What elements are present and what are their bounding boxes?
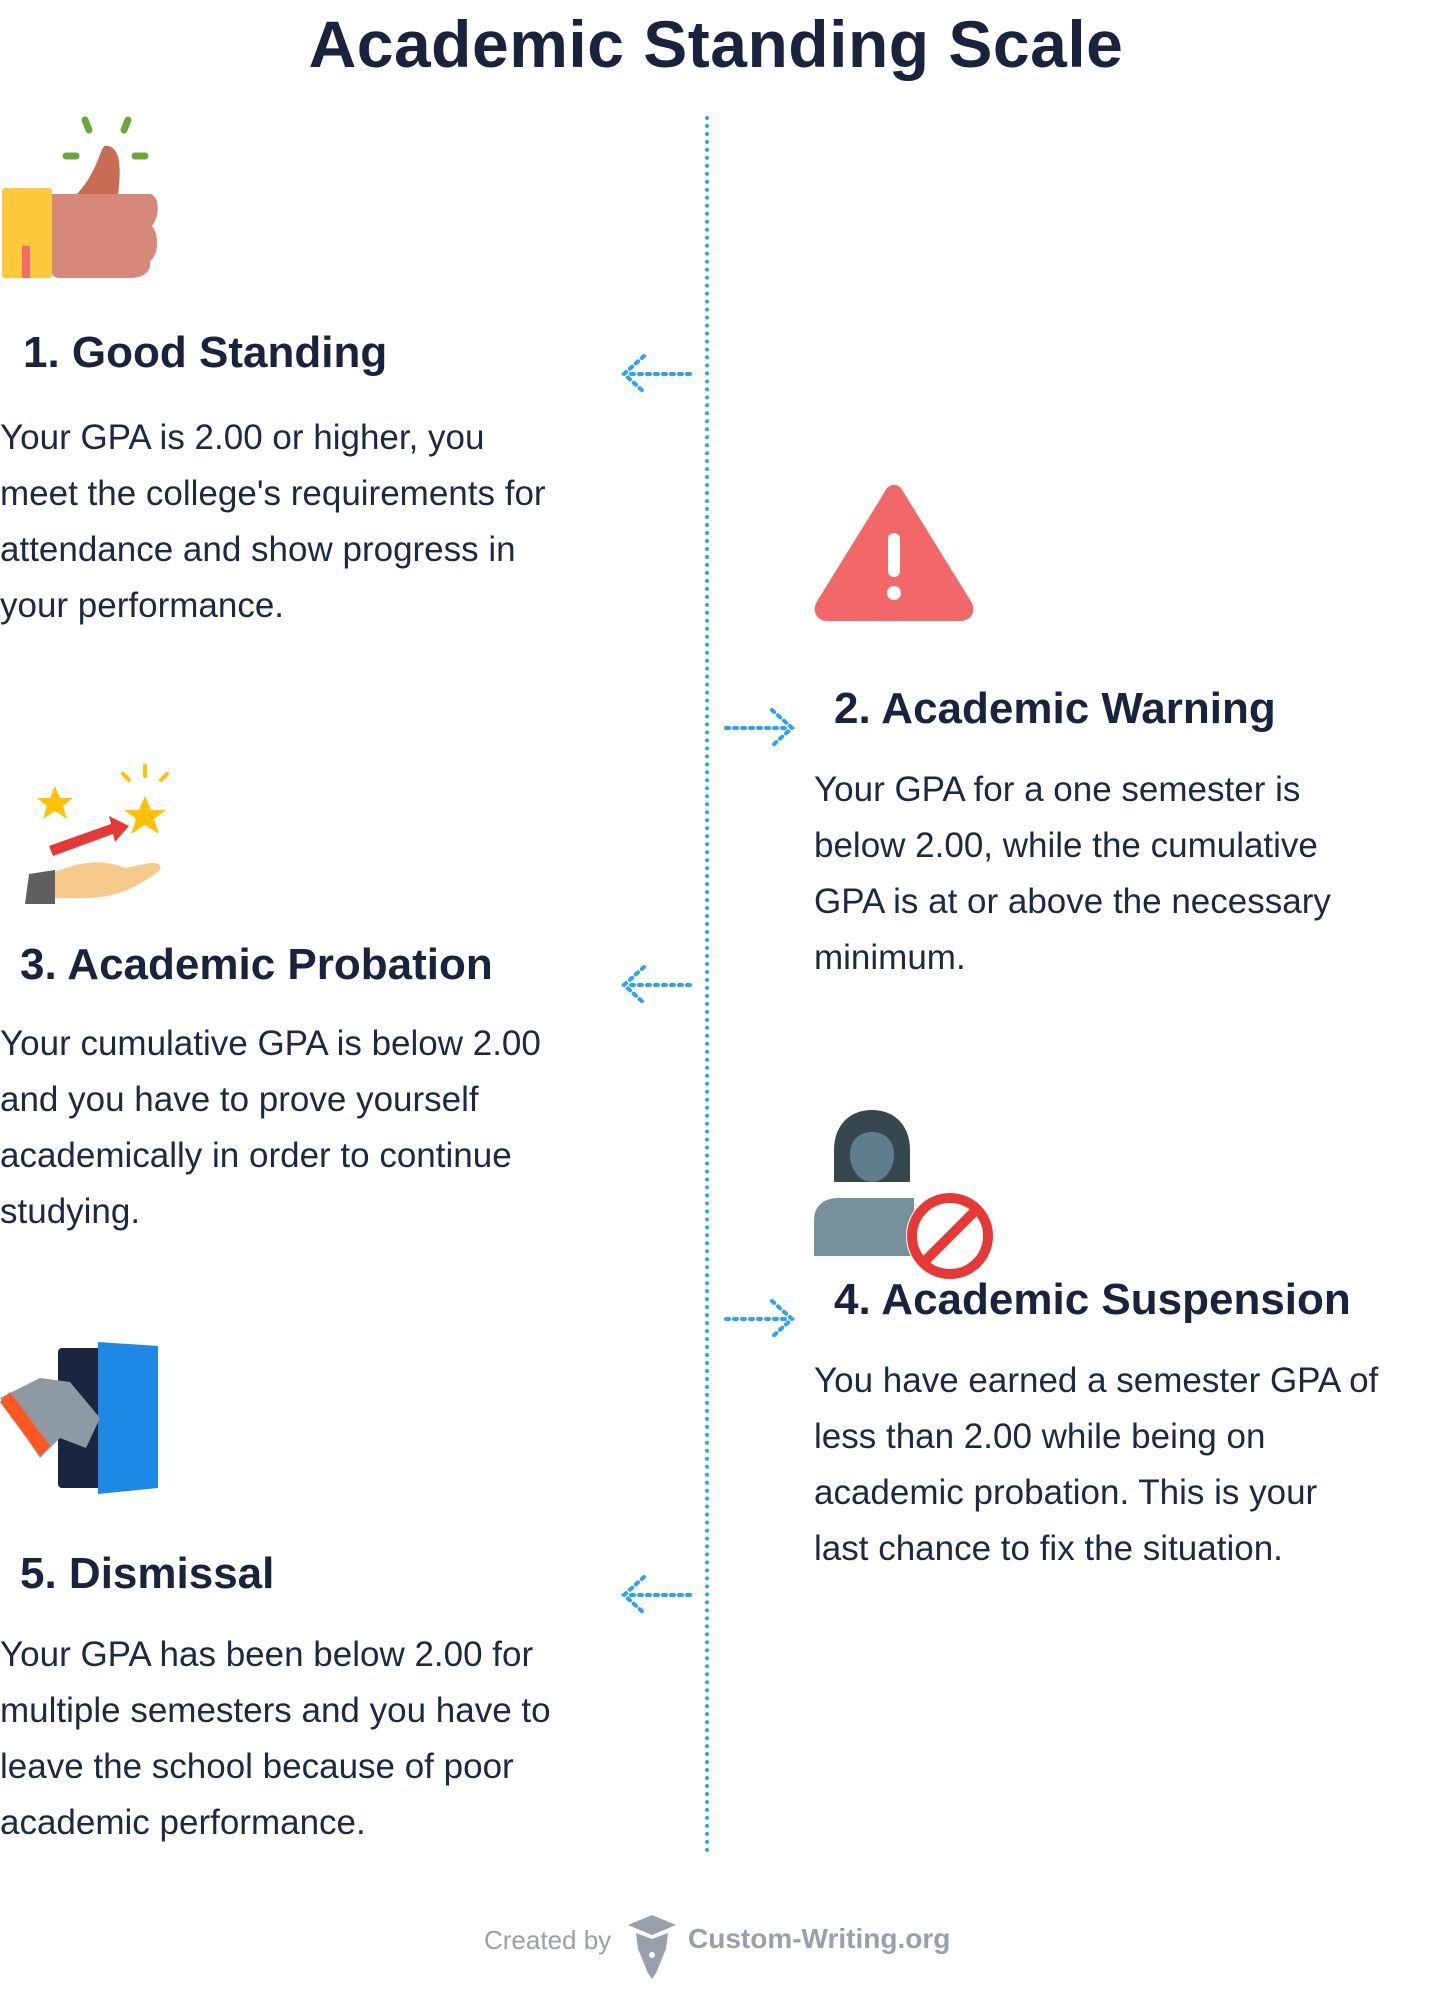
item-heading: 2. Academic Warning — [834, 684, 1276, 733]
text-line: Your GPA for a one semester is — [814, 770, 1301, 809]
text-line: and you have to prove yourself — [0, 1080, 479, 1119]
user-blocked-icon — [814, 1110, 994, 1280]
text-line: academic performance. — [0, 1803, 366, 1842]
brand-name[interactable]: Custom-Writing.org — [688, 1923, 951, 1954]
text-line: multiple semesters and you have to — [0, 1691, 551, 1730]
hand-stars-icon — [25, 764, 169, 904]
timeline-divider — [705, 116, 709, 1854]
item-description: Your cumulative GPA is below 2.00 and yo… — [0, 1016, 541, 1240]
text-line: Your GPA is 2.00 or higher, you — [0, 418, 485, 457]
text-line: last chance to fix the situation. — [814, 1529, 1283, 1568]
footer: Created by Custom-Writing.org — [0, 1915, 1432, 1979]
arrow-left-icon — [621, 965, 692, 1005]
arrow-left-icon — [621, 354, 692, 394]
text-line: GPA is at or above the necessary — [814, 882, 1331, 921]
text-line: attendance and show progress in — [0, 530, 516, 569]
item-heading: 5. Dismissal — [20, 1549, 275, 1598]
logo-pen-cap-icon — [628, 1915, 676, 1979]
warning-triangle-icon — [814, 485, 974, 621]
text-line: meet the college's requirements for — [0, 474, 546, 513]
text-line: your performance. — [0, 586, 285, 625]
arrow-right-icon — [724, 1299, 795, 1339]
item-heading: 3. Academic Probation — [20, 940, 493, 989]
page-title: Academic Standing Scale — [308, 7, 1124, 81]
thumbs-up-icon — [2, 116, 158, 278]
created-by-label: Created by — [484, 1925, 612, 1955]
item-heading: 4. Academic Suspension — [834, 1275, 1351, 1324]
item-description: Your GPA has been below 2.00 for multipl… — [0, 1627, 551, 1851]
item-description: You have earned a semester GPA of less t… — [814, 1353, 1378, 1577]
item-description: Your GPA is 2.00 or higher, you meet the… — [0, 410, 546, 634]
item-heading: 1. Good Standing — [23, 328, 388, 377]
text-line: Your cumulative GPA is below 2.00 — [0, 1024, 541, 1063]
text-line: leave the school because of poor — [0, 1747, 514, 1786]
arrow-left-icon — [621, 1575, 692, 1615]
item-description: Your GPA for a one semester is below 2.0… — [814, 762, 1331, 986]
text-line: You have earned a semester GPA of — [814, 1361, 1379, 1400]
text-line: studying. — [0, 1192, 141, 1231]
text-line: minimum. — [814, 938, 966, 977]
text-line: academically in order to continue — [0, 1136, 512, 1175]
text-line: academic probation. This is your — [814, 1473, 1318, 1512]
text-line: below 2.00, while the cumulative — [814, 826, 1318, 865]
arrow-right-icon — [724, 708, 795, 748]
text-line: less than 2.00 while being on — [814, 1417, 1266, 1456]
text-line: Your GPA has been below 2.00 for — [0, 1635, 534, 1674]
exit-door-icon — [0, 1342, 158, 1494]
